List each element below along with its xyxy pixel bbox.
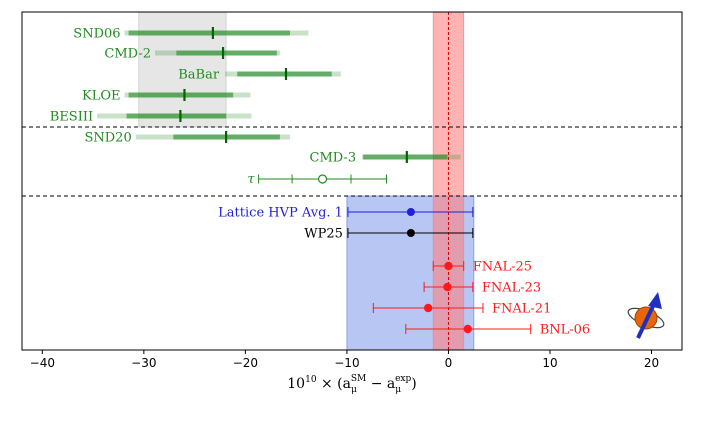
experiment-bnl-06: BNL-06 bbox=[405, 323, 591, 338]
experiment-fnal-23: FNAL-23 bbox=[423, 281, 541, 296]
point-marker bbox=[444, 261, 453, 271]
x-tick-label: −20 bbox=[233, 356, 258, 370]
data-driven-cmd-2: CMD-2 bbox=[104, 47, 280, 62]
point-marker bbox=[443, 282, 452, 292]
experiment-fnal-25: FNAL-25 bbox=[432, 260, 532, 275]
lattice-label: WP25 bbox=[304, 227, 343, 242]
inner-error-bar bbox=[128, 30, 291, 36]
data-driven-label: SND20 bbox=[84, 131, 131, 146]
inner-error-bar bbox=[363, 154, 448, 160]
separators bbox=[22, 126, 682, 197]
data-driven-label: CMD-2 bbox=[104, 47, 151, 62]
experiment-label: BNL-06 bbox=[540, 323, 591, 338]
data-driven-besiii: BESIII bbox=[50, 110, 252, 125]
data-driven-label: CMD-3 bbox=[310, 151, 357, 166]
experiment-label: FNAL-23 bbox=[482, 281, 541, 296]
x-axis-label: 1010 × (aμSM − aμexp) bbox=[287, 374, 416, 395]
data-driven-label: SND06 bbox=[73, 27, 120, 42]
muon-spin-icon bbox=[627, 292, 665, 339]
x-tick-label: 0 bbox=[445, 356, 453, 370]
point-marker bbox=[423, 303, 433, 313]
inner-error-bar bbox=[176, 50, 277, 56]
x-tick-label: 20 bbox=[644, 356, 659, 370]
plot-frame bbox=[21, 11, 683, 351]
lattice-label: Lattice HVP Avg. 1 bbox=[218, 206, 343, 221]
experiment-label: FNAL-25 bbox=[473, 260, 532, 275]
data-driven-kloe: KLOE bbox=[82, 89, 251, 104]
experiment-label: FNAL-21 bbox=[492, 302, 551, 317]
data-driven-label: KLOE bbox=[82, 89, 121, 104]
inner-error-bar bbox=[128, 92, 234, 98]
x-axis: −40 −30 −20 −10 0 10 20 bbox=[30, 350, 659, 370]
data-driven-snd20: SND20 bbox=[84, 131, 291, 146]
tau-label: τ bbox=[247, 172, 255, 187]
data-driven-snd06: SND06 bbox=[73, 27, 309, 42]
point-marker bbox=[463, 324, 472, 334]
data-driven-label: BaBar bbox=[178, 68, 220, 83]
inner-error-bar bbox=[237, 71, 332, 77]
tau-marker bbox=[317, 174, 328, 184]
experiment-fnal-21: FNAL-21 bbox=[372, 302, 551, 317]
x-tick-label: −40 bbox=[30, 356, 55, 370]
series: SND06 CMD-2 BaBar KLOE BESIII SND20 CMD-3 τ Latt… bbox=[50, 27, 590, 338]
point-marker bbox=[406, 208, 415, 216]
data-driven-cmd-3: CMD-3 bbox=[310, 151, 461, 166]
point-marker bbox=[406, 229, 415, 237]
data-driven-babar: BaBar bbox=[178, 68, 341, 83]
bands bbox=[138, 12, 475, 350]
data-driven-label: BESIII bbox=[50, 110, 93, 125]
x-tick-label: 10 bbox=[542, 356, 557, 370]
lattice-lattice-hvp-avg-1: Lattice HVP Avg. 1 bbox=[218, 206, 474, 221]
x-tick-label: −30 bbox=[131, 356, 156, 370]
tau-point: τ bbox=[247, 172, 388, 187]
x-tick-label: −10 bbox=[334, 356, 359, 370]
lattice-wp25: WP25 bbox=[304, 227, 474, 242]
inner-error-bar bbox=[126, 113, 227, 119]
